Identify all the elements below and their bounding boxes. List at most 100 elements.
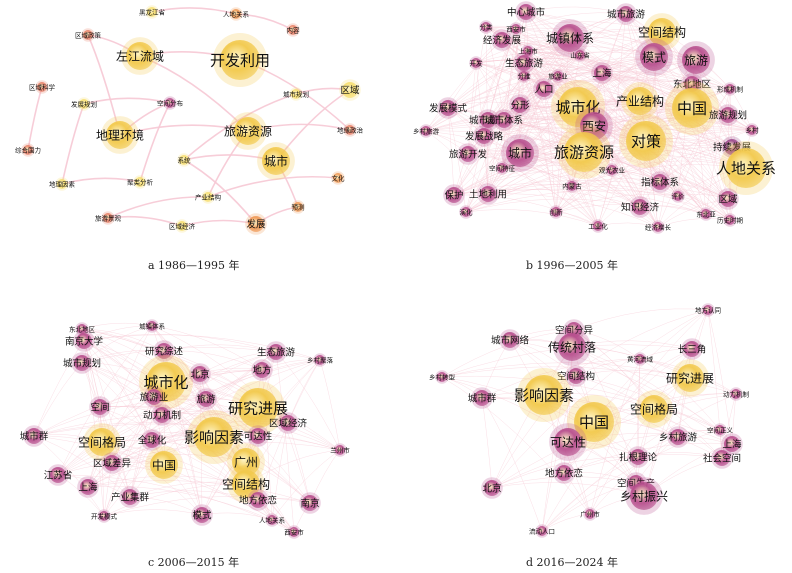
node: 广州市: [580, 507, 600, 521]
node: 产业集群: [111, 486, 149, 508]
node-label: 空间分异: [555, 324, 594, 336]
network-edge: [503, 109, 753, 131]
node-label: 人地关系: [223, 9, 250, 18]
network-edge: [163, 344, 277, 353]
node-label: 空间: [90, 401, 109, 413]
node: 旅游资源: [224, 112, 272, 150]
node-label: 城镇体系: [139, 321, 166, 330]
network-edge: [571, 346, 733, 445]
node-circle: [626, 121, 666, 161]
node-label: 动力机制: [723, 389, 750, 398]
node-circle: [506, 139, 534, 167]
node-label: 城市群: [20, 430, 49, 442]
node-label: 城市网络: [491, 334, 530, 346]
node-label: 城镇体系: [546, 31, 594, 45]
node-circle: [177, 221, 187, 231]
node: 动力机制: [143, 404, 181, 426]
node: 地方依恋: [545, 462, 583, 484]
network-edge: [541, 456, 639, 532]
node-label: 分形: [510, 99, 530, 111]
node-label: 空间结构: [222, 476, 270, 491]
node-circle: [194, 507, 210, 523]
node: 历史时期: [717, 213, 744, 227]
network-edge: [107, 215, 183, 227]
network-edge: [453, 188, 641, 208]
node-circle: [714, 450, 730, 466]
node-label: 历史时期: [717, 215, 744, 224]
node-label: 经济增长: [645, 222, 672, 231]
network-edge: [87, 485, 273, 521]
node-circle: [232, 470, 260, 498]
node-label: 分类: [480, 22, 494, 31]
network-edge: [637, 452, 723, 459]
network-edge: [425, 75, 525, 132]
node: 创新: [549, 205, 563, 219]
node: 人地关系: [223, 7, 250, 21]
node-circle: [648, 18, 676, 46]
node: 发展战略: [465, 125, 503, 147]
node-circle: [630, 449, 646, 465]
panel-a: 黑龙江省 人地关系 内容 区域政策 左江流域 开发利用 区域科学 城市规划 区域 发展规划 空间分布…: [0, 0, 396, 275]
node-label: 地方依恋: [545, 467, 583, 479]
node-circle: [585, 509, 595, 519]
node-label: 旅游资源: [224, 124, 272, 138]
network-edge: [271, 449, 341, 521]
node-circle: [154, 407, 170, 423]
node: 区域差异: [93, 452, 131, 474]
node: 城市规划: [63, 352, 101, 374]
node: 空间格局: [630, 390, 678, 428]
node-label: 中国: [677, 99, 707, 117]
node-label: 空间格局: [78, 434, 126, 449]
network-edge: [509, 339, 591, 515]
node-label: 北京: [482, 482, 501, 494]
node-circle: [126, 42, 154, 70]
node-label: 观光农业: [599, 165, 626, 174]
network-edge: [151, 325, 203, 516]
network-edge: [543, 77, 693, 90]
node-label: 内蒙古: [562, 181, 582, 190]
node-circle: [524, 375, 564, 415]
network-edge: [83, 97, 171, 105]
node-label: 发展规划: [71, 99, 97, 108]
node-circle: [446, 187, 462, 203]
node: 左江流域: [116, 37, 164, 75]
node-circle: [653, 222, 663, 232]
network-edge: [245, 359, 321, 463]
network-edge: [501, 127, 753, 169]
node-label: 区域经济: [269, 417, 308, 429]
node-circle: [262, 147, 290, 175]
node-label: 西安: [582, 118, 606, 133]
node-label: 旅游: [196, 393, 216, 405]
node-circle: [50, 467, 66, 483]
node-circle: [232, 448, 260, 476]
node: 开发: [469, 56, 483, 70]
network-edge: [487, 119, 599, 227]
network-edge: [527, 45, 655, 58]
network-edge: [519, 104, 747, 169]
node-circle: [192, 366, 208, 382]
node-label: 江苏省: [44, 469, 73, 481]
network-edge: [491, 393, 737, 489]
node: 西安市: [506, 22, 526, 36]
node-label: 保护: [444, 189, 463, 201]
node: 中国: [567, 395, 621, 449]
node-circle: [74, 355, 90, 371]
node-label: 可达性: [550, 435, 586, 449]
node-circle: [670, 429, 686, 445]
network-edge: [87, 435, 259, 488]
network-edge: [81, 328, 165, 352]
network-edge: [151, 439, 295, 533]
node-circle: [593, 221, 603, 231]
node: 对策: [619, 114, 673, 168]
network-edge: [707, 309, 733, 445]
node-label: 模式: [642, 50, 666, 64]
node: 区域: [339, 79, 361, 101]
node-circle: [731, 389, 741, 399]
network-edge: [601, 72, 753, 131]
node: 土地利用: [469, 183, 507, 205]
network-edge: [447, 78, 693, 109]
network-edge: [523, 75, 557, 213]
network-edge: [447, 107, 557, 213]
network-edge: [447, 107, 467, 213]
node-circle: [198, 391, 214, 407]
